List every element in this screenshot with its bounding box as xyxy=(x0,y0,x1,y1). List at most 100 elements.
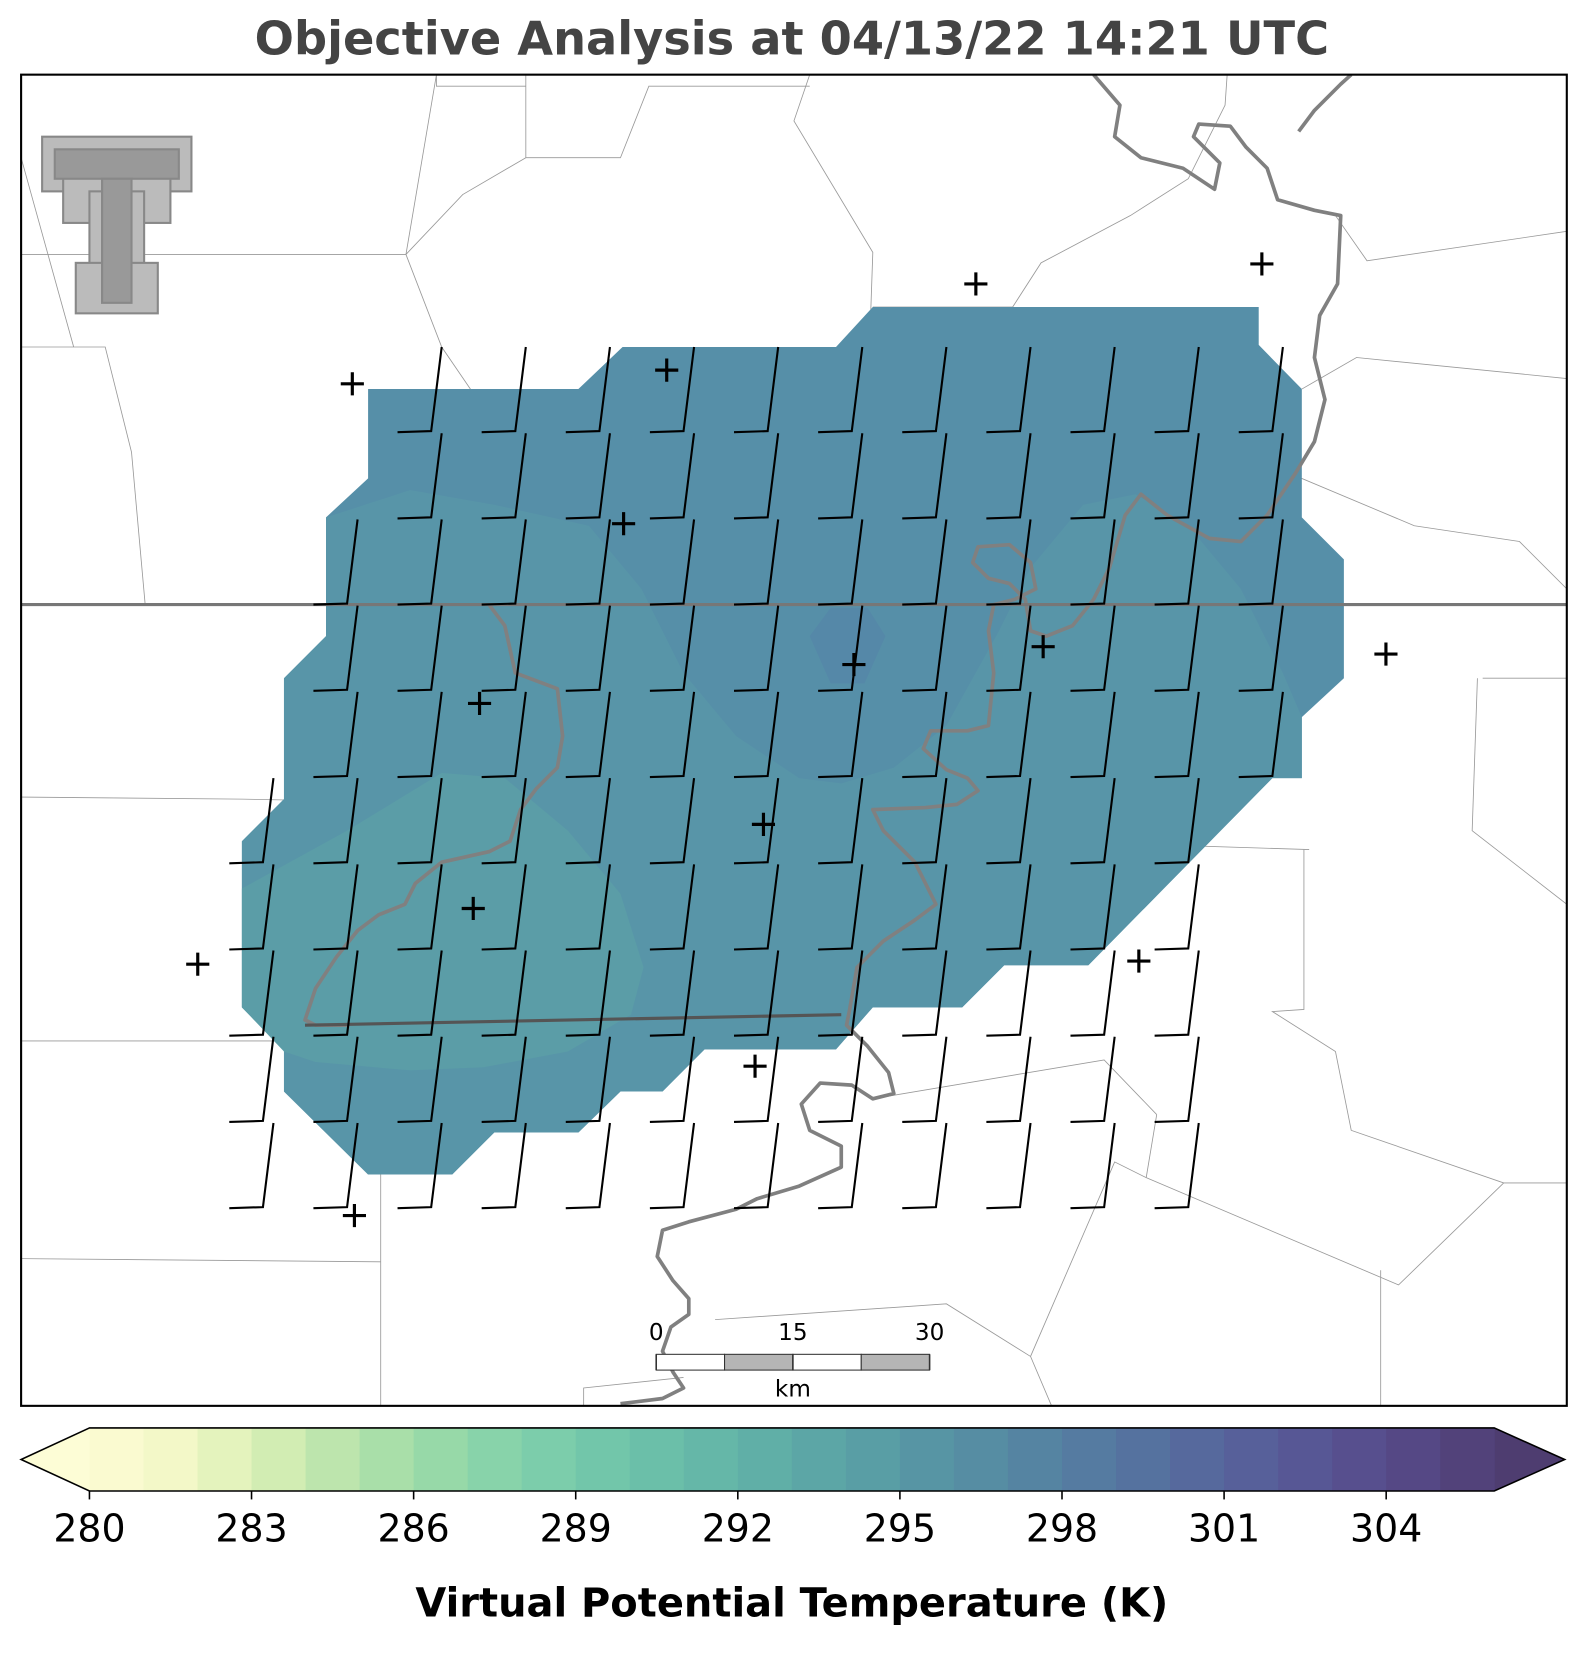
station-marker xyxy=(467,691,492,716)
map-area xyxy=(21,74,1567,1406)
wind-barb xyxy=(1154,864,1200,951)
wind-barb xyxy=(229,777,275,865)
colorbar-segment xyxy=(1278,1427,1333,1492)
wind-barb xyxy=(818,519,864,606)
wind-barb xyxy=(733,864,780,951)
wind-barbs xyxy=(229,346,1284,1210)
wind-barb xyxy=(733,346,780,434)
wind-barb xyxy=(649,519,696,606)
wind-barb xyxy=(818,777,864,865)
wind-barb xyxy=(1154,519,1200,606)
wind-barb xyxy=(1238,519,1284,606)
wind-barb xyxy=(902,1122,948,1210)
colorbar-segment xyxy=(1061,1427,1117,1492)
wind-barb xyxy=(565,1036,611,1123)
wind-barb xyxy=(397,864,443,951)
colorbar-label: Virtual Potential Temperature (K) xyxy=(415,1581,1168,1627)
station-marker xyxy=(1127,949,1151,973)
station-marker xyxy=(751,812,776,836)
map-frame xyxy=(20,73,1568,1407)
wind-barb xyxy=(1070,777,1116,865)
wind-barb xyxy=(986,950,1032,1037)
wind-barb xyxy=(481,691,527,779)
wind-barb xyxy=(1238,346,1284,434)
wind-barb xyxy=(1070,1122,1116,1210)
university-logo xyxy=(41,135,193,315)
wind-barb xyxy=(1154,433,1200,520)
wind-barb xyxy=(986,519,1032,606)
wind-barb xyxy=(1238,433,1284,520)
station-marker xyxy=(186,952,210,976)
colorbar-segment xyxy=(1116,1427,1171,1492)
wind-barb xyxy=(565,777,611,865)
wind-barb xyxy=(229,1036,275,1123)
wind-barb xyxy=(1154,605,1200,692)
wind-barb xyxy=(818,691,864,779)
wind-barb xyxy=(986,433,1032,520)
wind-barb xyxy=(902,346,948,434)
colorbar-tick-label: 286 xyxy=(378,1506,450,1550)
wind-barb xyxy=(481,864,527,951)
scale-tick-label: 0 xyxy=(649,1320,664,1346)
wind-barb xyxy=(565,864,611,951)
wind-barb xyxy=(649,605,696,692)
wind-barb xyxy=(1154,346,1200,434)
scale-segment xyxy=(724,1353,794,1371)
wind-barb xyxy=(1238,691,1284,779)
wind-barb xyxy=(397,950,443,1037)
wind-barb xyxy=(986,864,1032,951)
wind-barb xyxy=(313,691,359,779)
wind-barb xyxy=(565,691,611,779)
wind-barb xyxy=(818,1122,864,1210)
wind-barb xyxy=(481,1122,527,1210)
colorbar-segment xyxy=(305,1427,361,1492)
station-marker xyxy=(340,372,364,396)
scale-segment xyxy=(655,1353,726,1371)
scale-bar: km 0 15 30 xyxy=(649,1320,944,1403)
colorbar-segment xyxy=(1386,1427,1441,1492)
wind-barb xyxy=(902,605,948,692)
wind-barb xyxy=(229,950,275,1037)
colorbar-outline xyxy=(19,1427,1567,1492)
wind-barb xyxy=(397,346,443,434)
colorbar-tick-label: 280 xyxy=(53,1506,125,1550)
wind-barb xyxy=(481,1036,527,1123)
wind-barb xyxy=(313,864,359,951)
colorbar-segment xyxy=(251,1427,307,1492)
colorbar-segment xyxy=(1224,1427,1279,1492)
wind-barb xyxy=(818,346,864,434)
wind-barb xyxy=(649,864,696,951)
scale-tick-label: 15 xyxy=(778,1320,807,1346)
wind-barb xyxy=(986,605,1032,692)
wind-barb xyxy=(481,346,527,434)
wind-barb xyxy=(649,346,696,434)
station-markers xyxy=(186,252,1398,1228)
wind-barb xyxy=(229,864,275,951)
wind-barb xyxy=(397,691,443,779)
wind-barb xyxy=(902,777,948,865)
wind-barb xyxy=(313,950,359,1037)
station-marker xyxy=(842,652,866,677)
state-border xyxy=(304,1013,842,1027)
analysis-cool-spot xyxy=(809,607,886,684)
wind-barb xyxy=(313,777,359,865)
colorbar-tick-label: 295 xyxy=(864,1506,936,1550)
wind-barb xyxy=(733,605,780,692)
wind-barb xyxy=(397,519,443,606)
wind-barb xyxy=(1070,433,1116,520)
wind-barb xyxy=(649,433,696,520)
colorbar-segment xyxy=(737,1427,793,1492)
wind-barb xyxy=(649,691,696,779)
colorbar-segment xyxy=(1170,1427,1225,1492)
wind-barb xyxy=(313,605,359,692)
colorbar-segment xyxy=(683,1427,739,1492)
wind-barb xyxy=(397,1036,443,1123)
wind-barb xyxy=(902,864,948,951)
wind-barb xyxy=(565,1122,611,1210)
colorbar-tick-label: 304 xyxy=(1350,1506,1422,1550)
scale-unit: km xyxy=(775,1377,811,1403)
colorbar-segment xyxy=(575,1427,631,1492)
wind-barb xyxy=(313,1122,359,1210)
wind-barb xyxy=(1070,1036,1116,1123)
